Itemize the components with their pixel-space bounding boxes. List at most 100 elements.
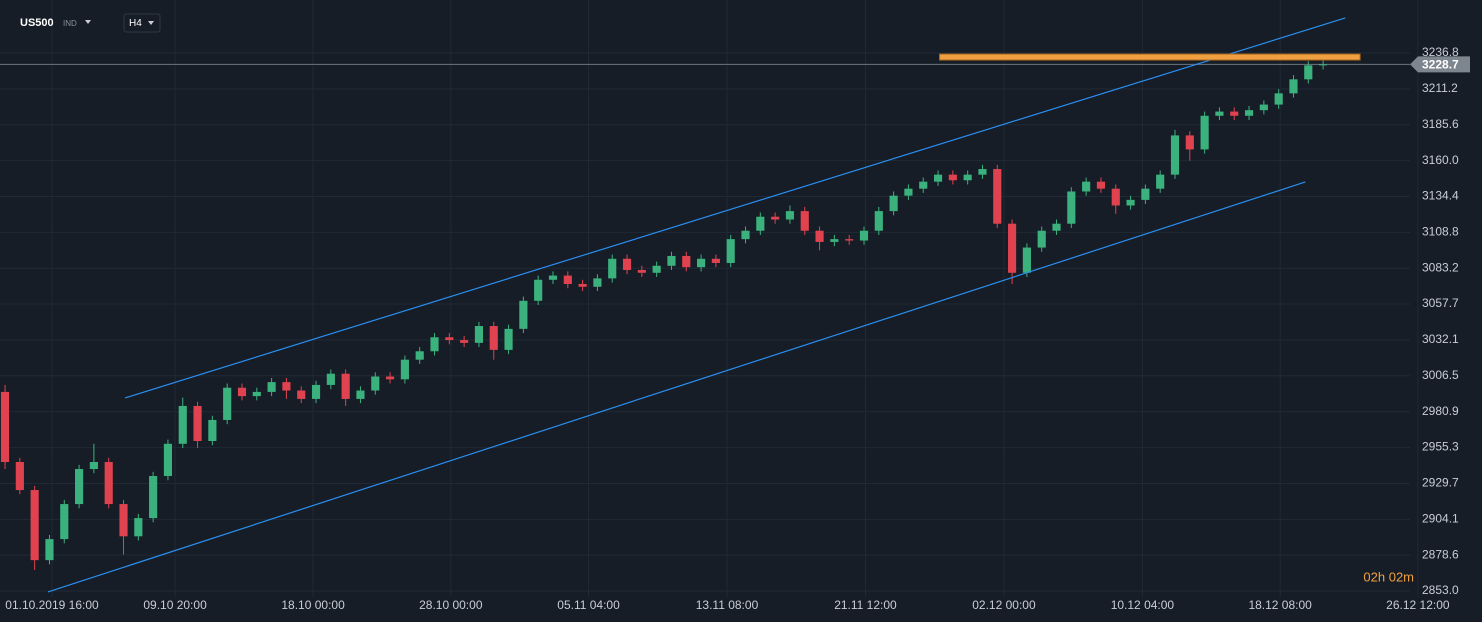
candle-body [415,351,424,360]
candle-body [1319,64,1328,66]
candle-body [326,373,335,385]
candle-body [223,387,232,420]
price-badge [1410,56,1470,73]
y-tick-label: 3057.7 [1422,296,1459,310]
candle-body [1126,199,1135,206]
candle-body [282,382,291,391]
candle-body [711,258,720,263]
symbol[interactable]: US500 [20,17,54,29]
candle-body [948,174,957,181]
candle-body [237,387,247,397]
dropdown-arrow[interactable] [148,21,154,25]
y-tick-label: 2904.1 [1422,512,1459,526]
x-tick-label: 28.10 00:00 [419,598,483,612]
candle-body [252,391,261,397]
trend-line [124,17,1346,399]
candle-body [341,373,350,399]
candle-body [0,391,10,463]
candle-body [1111,188,1120,206]
candle-body [1274,93,1283,105]
candle-body [445,337,454,341]
candle-body [267,382,276,392]
candle-body [1067,191,1076,224]
trend-line [47,181,1306,593]
candle-body [993,169,1002,224]
candle-body [608,258,617,279]
x-tick-label: 26.12 12:00 [1386,598,1450,612]
candle-body [652,265,661,273]
candle-body [193,405,202,441]
candle-body [30,490,39,561]
candle-body [1185,135,1194,150]
candle-body [371,376,380,391]
candle-body [933,174,943,182]
x-tick-label: 13.11 08:00 [696,598,759,612]
candle-body [919,181,928,189]
candle-body [163,443,173,477]
timeframe[interactable]: H4 [129,18,142,29]
y-tick-label: 2853.0 [1422,583,1459,597]
candle-body [667,255,676,266]
candle-body [874,211,883,231]
candle-body [1096,181,1106,189]
candle-body [904,188,913,196]
candle-body [60,504,69,540]
candle-body [489,326,498,350]
candle-body [1244,110,1254,116]
candle-body [1156,174,1165,189]
candle-body [1304,65,1313,80]
candle-body [830,239,839,242]
symbol-tag: IND [63,19,77,28]
y-tick-label: 3134.4 [1422,189,1459,203]
candle-body [1052,223,1061,231]
current-price-label: 3228.7 [1422,58,1459,72]
candle-body [1022,247,1031,273]
y-tick-label: 3032.1 [1422,332,1459,346]
candle-body [563,275,572,284]
timeframe-box[interactable] [123,13,161,33]
candle-body [474,326,484,343]
candle-body [75,469,84,505]
candle-body [89,462,98,470]
candle-body [134,518,143,537]
candle-body [1037,230,1046,248]
candle-body [637,269,646,273]
candle-body [593,278,602,287]
candle-body [460,340,469,343]
candle-body [815,230,824,242]
y-tick-label: 3160.0 [1422,153,1459,167]
y-tick-label: 3236.8 [1422,45,1459,59]
x-tick-label: 10.12 04:00 [1111,598,1175,612]
candle-body [45,539,54,561]
candle-body [430,337,439,352]
y-tick-label: 2955.3 [1422,440,1459,454]
y-tick-label: 2929.7 [1422,476,1459,490]
candle-body [356,390,365,399]
y-tick-label: 2878.6 [1422,547,1459,561]
candle-body [978,169,987,175]
candle-body [963,174,972,181]
candle-body [1215,111,1224,116]
candle-body [1082,181,1091,192]
candle-timer: 02h 02m [1363,569,1414,584]
x-tick-label: 18.12 08:00 [1248,598,1312,612]
y-tick-label: 2980.9 [1422,404,1459,418]
dropdown-arrow[interactable] [85,20,91,24]
candle-body [682,255,691,268]
plot [0,17,1410,593]
candle-body [311,384,321,399]
candle-body [845,239,854,241]
candle-body [548,275,558,280]
candle-body [119,504,128,537]
x-tick-label: 18.10 00:00 [281,598,345,612]
candle-body [15,462,24,491]
candle-body [697,258,706,268]
candle-body [149,476,158,519]
candle-body [400,359,409,380]
x-tick-label: 21.11 12:00 [834,598,897,612]
candle-body [1259,104,1268,111]
candle-body [1289,79,1298,94]
candle-body [104,462,113,505]
